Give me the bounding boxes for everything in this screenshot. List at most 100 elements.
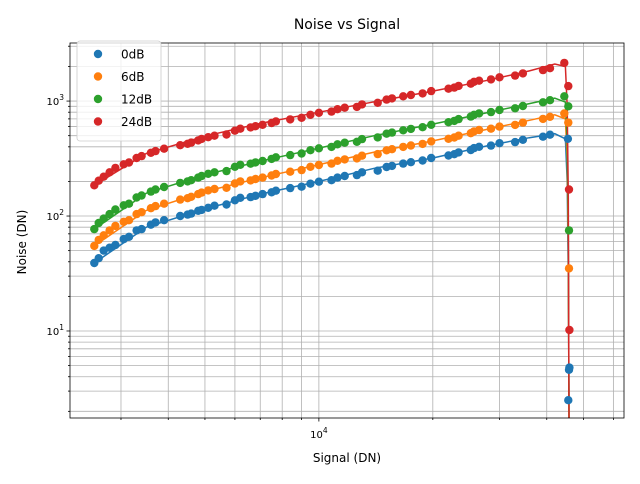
data-point-24dB — [427, 86, 436, 96]
data-point-6dB — [387, 145, 397, 154]
data-point-0dB — [563, 134, 573, 143]
data-point-12dB — [124, 199, 134, 208]
data-point-0dB — [538, 132, 548, 141]
legend-label-12dB: 12dB — [121, 93, 152, 107]
data-point-24dB — [111, 163, 120, 173]
data-point-6dB — [222, 183, 231, 192]
data-point-12dB — [399, 126, 408, 135]
data-point-6dB — [286, 167, 295, 176]
data-point-12dB — [197, 171, 206, 181]
y-axis-label: Noise (DN) — [15, 210, 29, 275]
data-point-24dB — [151, 146, 160, 156]
data-point-24dB — [314, 108, 324, 118]
data-point-24dB — [204, 133, 213, 142]
data-point-0dB — [258, 189, 267, 199]
data-point-24dB — [197, 134, 206, 144]
data-point-0dB — [176, 211, 185, 221]
data-point-6dB — [271, 169, 281, 179]
data-point-0dB — [486, 141, 496, 150]
data-point-6dB — [373, 149, 382, 159]
data-point-24dB — [495, 73, 504, 82]
data-point-6dB — [406, 141, 416, 150]
data-point-12dB — [560, 92, 569, 101]
data-point-6dB — [564, 118, 573, 127]
data-point-0dB — [314, 177, 324, 186]
data-point-6dB — [486, 124, 496, 133]
data-point-12dB — [251, 158, 260, 167]
data-point-6dB — [159, 199, 169, 208]
data-point-6dB — [176, 195, 185, 204]
data-point-24dB — [222, 130, 231, 139]
data-point-12dB — [105, 209, 114, 219]
data-point-12dB — [454, 114, 463, 124]
data-point-6dB — [111, 221, 120, 231]
ticks: 104 101 102 103 — [46, 45, 614, 441]
data-point-6dB — [474, 125, 484, 135]
data-point-6dB — [187, 192, 196, 201]
data-point-12dB — [297, 149, 306, 158]
data-point-6dB — [105, 226, 114, 235]
data-point-0dB — [94, 254, 103, 263]
data-point-0dB — [495, 139, 504, 148]
data-point-12dB — [373, 133, 382, 142]
data-point-12dB — [495, 105, 504, 115]
data-point-24dB — [286, 115, 295, 124]
data-point-12dB — [151, 185, 160, 194]
data-point-24dB — [236, 124, 245, 133]
data-point-0dB — [564, 396, 573, 405]
data-point-0dB — [306, 179, 315, 188]
data-point-24dB — [105, 168, 114, 177]
data-point-24dB — [297, 113, 306, 123]
data-point-24dB — [373, 98, 382, 108]
data-point-0dB — [474, 142, 484, 151]
data-point-12dB — [176, 178, 185, 188]
data-point-12dB — [564, 102, 573, 111]
data-point-24dB — [545, 63, 555, 73]
data-point-0dB — [545, 130, 555, 139]
data-point-6dB — [418, 139, 427, 149]
data-point-12dB — [137, 191, 146, 200]
data-point-24dB — [340, 103, 349, 112]
data-point-6dB — [236, 177, 245, 186]
data-point-0dB — [418, 156, 427, 165]
data-point-0dB — [210, 201, 219, 210]
data-point-24dB — [406, 90, 416, 100]
grid — [70, 43, 624, 418]
data-point-24dB — [251, 122, 260, 131]
y-tick-label: 101 — [46, 323, 64, 338]
data-point-12dB — [271, 153, 281, 162]
y-tick-label: 102 — [46, 208, 64, 223]
data-point-12dB — [340, 138, 349, 147]
data-point-6dB — [538, 114, 548, 124]
data-point-0dB — [124, 232, 134, 241]
data-point-0dB — [159, 216, 169, 225]
data-point-12dB — [406, 124, 416, 134]
data-point-0dB — [137, 224, 146, 234]
data-point-24dB — [538, 65, 548, 75]
legend-label-6dB: 6dB — [121, 70, 144, 84]
data-point-6dB — [137, 208, 146, 217]
data-point-24dB — [306, 110, 315, 120]
data-point-12dB — [538, 98, 548, 107]
data-point-0dB — [251, 191, 260, 200]
data-point-24dB — [124, 158, 134, 167]
data-point-24dB — [454, 81, 463, 91]
data-point-0dB — [387, 161, 397, 171]
data-point-24dB — [564, 81, 573, 91]
data-point-12dB — [474, 109, 484, 118]
data-point-24dB — [176, 141, 185, 150]
data-point-24dB — [271, 117, 281, 126]
data-point-0dB — [204, 203, 213, 212]
legend-label-0dB: 0dB — [121, 48, 144, 62]
data-point-6dB — [454, 131, 463, 140]
y-tick-label: 103 — [46, 93, 64, 108]
data-point-0dB — [271, 186, 281, 195]
data-point-24dB — [357, 100, 367, 109]
data-point-6dB — [258, 173, 267, 182]
data-point-0dB — [340, 171, 349, 181]
data-point-12dB — [159, 182, 169, 192]
data-point-12dB — [111, 205, 120, 214]
legend-marker-0dB — [93, 49, 103, 59]
data-point-12dB — [418, 123, 427, 132]
